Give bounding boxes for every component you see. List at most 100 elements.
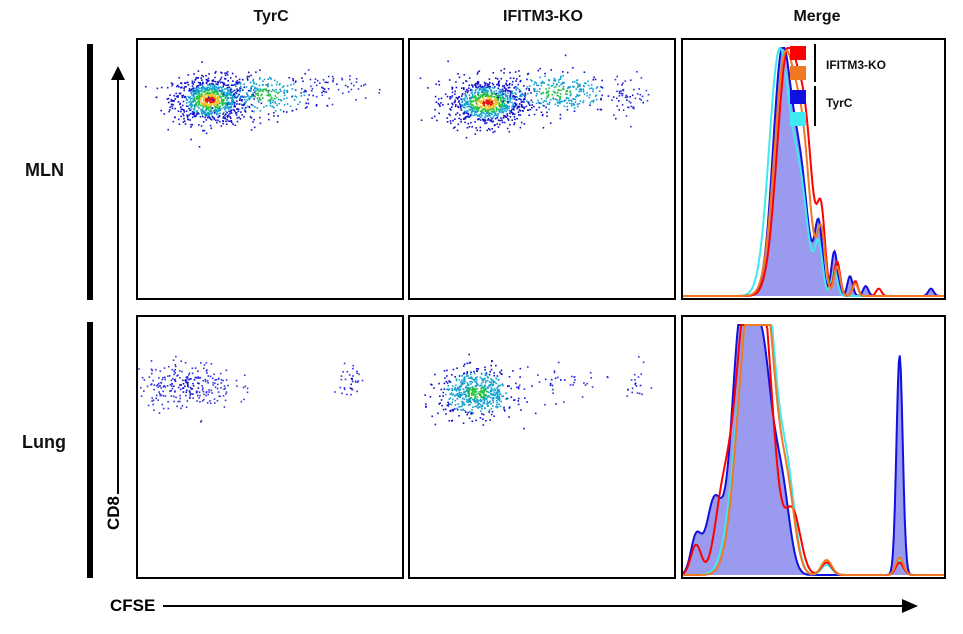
scatter-point: [226, 102, 229, 104]
scatter-point: [484, 385, 486, 388]
scatter-point: [552, 388, 554, 391]
scatter-point: [204, 378, 207, 381]
scatter-point: [209, 85, 211, 87]
scatter-point: [473, 92, 476, 95]
scatter-point: [201, 109, 204, 112]
scatter-point: [237, 82, 239, 85]
scatter-point: [488, 102, 490, 105]
scatter-point: [456, 394, 459, 397]
scatter-point: [579, 83, 581, 86]
scatter-point: [554, 377, 557, 380]
scatter-point: [252, 94, 255, 97]
scatter-point: [516, 96, 518, 98]
scatter-point: [219, 86, 222, 88]
scatter-point: [236, 117, 239, 119]
scatter-point: [253, 91, 256, 94]
scatter-point: [642, 101, 644, 104]
scatter-point: [177, 95, 179, 97]
scatter-point: [199, 99, 202, 101]
scatter-point: [283, 98, 285, 100]
scatter-point: [197, 112, 200, 114]
panel-lung-ifitm3-ko: [408, 315, 676, 579]
scatter-point: [191, 123, 194, 126]
scatter-point: [508, 130, 511, 133]
scatter-point: [267, 99, 270, 102]
scatter-point: [319, 82, 321, 84]
scatter-point: [488, 113, 490, 116]
scatter-point: [497, 119, 500, 121]
scatter-point: [494, 113, 496, 116]
scatter-point: [582, 101, 584, 104]
scatter-point: [452, 368, 455, 371]
scatter-point: [420, 119, 423, 121]
scatter-point: [203, 111, 205, 114]
scatter-point: [572, 86, 574, 88]
scatter-point: [451, 394, 453, 396]
scatter-point: [469, 99, 472, 102]
scatter-point: [571, 103, 573, 105]
scatter-point: [217, 99, 220, 102]
scatter-point: [488, 411, 490, 413]
scatter-point: [199, 376, 202, 379]
scatter-point: [198, 92, 200, 94]
scatter-point: [507, 90, 510, 92]
scatter-point: [547, 84, 549, 86]
scatter-point: [502, 90, 504, 92]
scatter-point: [186, 377, 189, 379]
scatter-point: [214, 402, 216, 404]
scatter-point: [158, 377, 160, 379]
scatter-point: [490, 110, 493, 113]
scatter-point: [223, 88, 226, 90]
scatter-point: [489, 104, 492, 106]
scatter-point: [191, 367, 194, 370]
scatter-point: [631, 391, 633, 394]
scatter-point: [291, 95, 293, 98]
scatter-point: [211, 85, 214, 88]
scatter-point: [150, 383, 152, 386]
scatter-point: [542, 81, 545, 84]
scatter-point: [533, 113, 536, 116]
scatter-point: [510, 387, 512, 390]
scatter-point: [341, 92, 344, 95]
scatter-point: [502, 395, 504, 397]
scatter-point: [215, 93, 217, 95]
scatter-point: [182, 387, 185, 389]
scatter-point: [502, 97, 505, 99]
scatter-point: [224, 399, 227, 402]
scatter-point: [303, 94, 306, 97]
scatter-point: [160, 86, 163, 89]
scatter-point: [205, 362, 208, 364]
scatter-point: [200, 95, 202, 98]
scatter-point: [216, 121, 218, 124]
scatter-point: [196, 113, 199, 115]
scatter-point: [477, 91, 480, 94]
scatter-point: [224, 94, 226, 97]
scatter-point: [637, 376, 640, 378]
scatter-point: [498, 89, 501, 91]
scatter-point: [486, 112, 488, 115]
scatter-point: [491, 360, 493, 362]
scatter-point: [173, 94, 175, 97]
scatter-point: [531, 101, 534, 103]
scatter-point: [493, 389, 495, 392]
scatter-cluster: [291, 69, 381, 107]
scatter-point: [213, 109, 216, 111]
scatter-point: [518, 105, 521, 108]
scatter-point: [442, 408, 445, 411]
scatter-point: [225, 104, 227, 107]
scatter-point: [155, 384, 158, 387]
scatter-point: [503, 84, 505, 87]
scatter-point: [182, 100, 185, 103]
scatter-point: [576, 93, 578, 96]
scatter-point: [511, 97, 513, 100]
scatter-point: [180, 106, 182, 108]
scatter-point: [456, 408, 459, 411]
scatter-point: [223, 388, 225, 390]
scatter-point: [207, 107, 210, 109]
scatter-point: [493, 105, 495, 108]
scatter-point: [446, 95, 449, 98]
scatter-point: [225, 94, 228, 97]
scatter-point: [488, 373, 491, 376]
scatter-point: [476, 129, 478, 132]
scatter-point: [195, 90, 198, 92]
